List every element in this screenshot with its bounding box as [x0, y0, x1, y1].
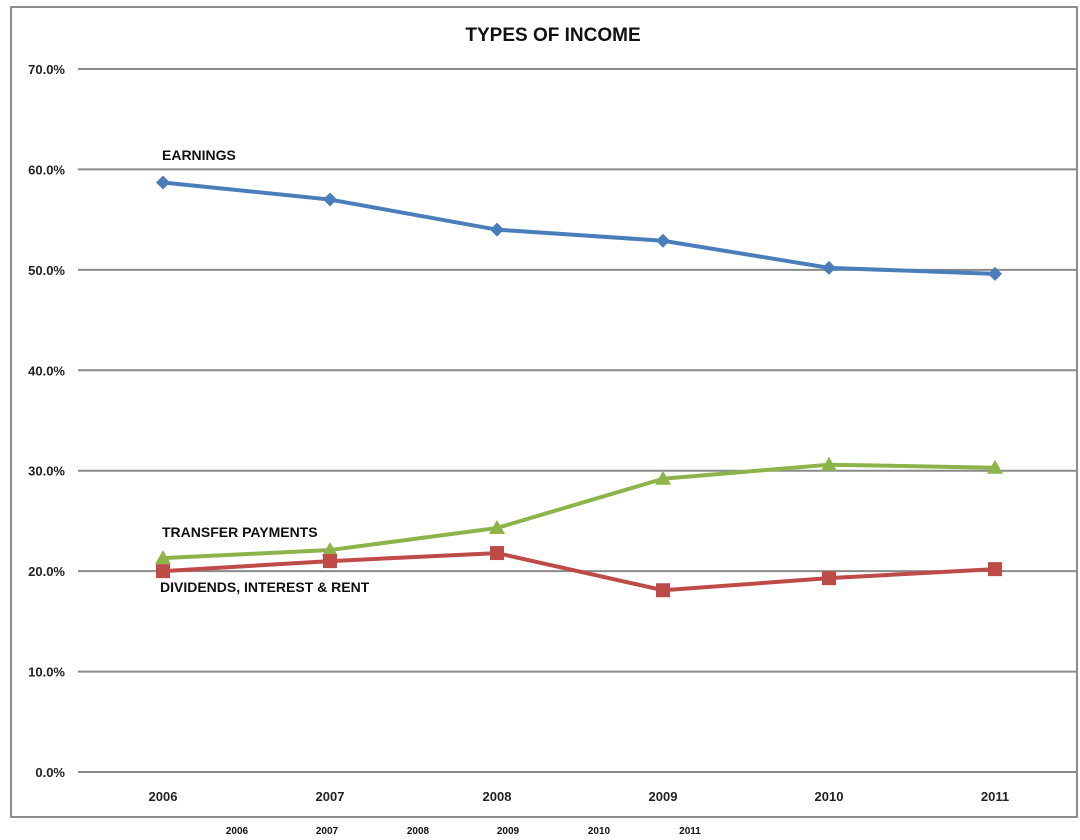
y-tick-label: 20.0% — [28, 564, 65, 579]
footer-year-label: 2010 — [588, 826, 611, 837]
series-lines — [155, 175, 1003, 598]
footer-year-label: 2009 — [497, 826, 520, 837]
y-tick-label: 50.0% — [28, 263, 65, 278]
series-line — [162, 551, 996, 593]
data-point — [988, 266, 1002, 281]
data-point — [655, 470, 671, 485]
y-tick-label: 40.0% — [28, 363, 65, 378]
chart-title: TYPES OF INCOME — [465, 25, 640, 46]
footer-year-label: 2008 — [407, 826, 430, 837]
chart-frame — [10, 6, 1078, 818]
series-line — [162, 180, 996, 276]
x-tick-label: 2006 — [149, 789, 178, 804]
data-point — [156, 175, 170, 190]
series-label: EARNINGS — [162, 147, 236, 163]
series-1 — [156, 175, 1002, 281]
series-line — [162, 462, 996, 561]
series-label: TRANSFER PAYMENTS — [162, 524, 318, 540]
series-label: DIVIDENDS, INTEREST & RENT — [160, 579, 370, 595]
data-point — [156, 564, 170, 579]
grid-lines — [78, 68, 1078, 773]
data-point — [987, 459, 1003, 474]
series-labels: EARNINGS TRANSFER PAYMENTS DIVIDENDS, INTE… — [160, 147, 370, 595]
data-point — [490, 222, 504, 237]
y-axis-tick-labels: 0.0% 10.0% 20.0% 30.0% 40.0% 50.0% 60.0% 70.0% — [28, 62, 65, 780]
data-point — [988, 562, 1002, 577]
data-point — [656, 233, 670, 248]
x-axis-tick-labels: 2006 2007 2008 2009 2010 2011 — [149, 789, 1010, 804]
x-tick-label: 2010 — [815, 789, 844, 804]
footer-year-label: 2011 — [679, 826, 701, 837]
series-2 — [155, 456, 1003, 565]
data-point — [822, 571, 836, 586]
y-tick-label: 0.0% — [35, 765, 65, 780]
footer-year-label: 2006 — [226, 826, 249, 837]
footer-year-label: 2007 — [316, 826, 339, 837]
x-tick-label: 2011 — [981, 789, 1009, 804]
data-point — [155, 550, 171, 565]
data-point — [323, 192, 337, 207]
data-point — [490, 546, 504, 561]
x-tick-label: 2009 — [649, 789, 678, 804]
data-point — [821, 456, 837, 471]
data-point — [656, 583, 670, 598]
data-point — [822, 260, 836, 275]
y-tick-label: 70.0% — [28, 62, 65, 77]
data-point — [322, 542, 338, 557]
y-tick-label: 30.0% — [28, 464, 65, 479]
y-tick-label: 10.0% — [28, 665, 65, 680]
x-tick-label: 2008 — [483, 789, 512, 804]
data-point — [323, 554, 337, 569]
series-3 — [156, 546, 1002, 598]
x-tick-label: 2007 — [316, 789, 345, 804]
y-tick-label: 60.0% — [28, 162, 65, 177]
data-point — [489, 519, 505, 534]
footer-year-labels: 2006 2007 2008 2009 2010 2011 — [226, 826, 701, 837]
